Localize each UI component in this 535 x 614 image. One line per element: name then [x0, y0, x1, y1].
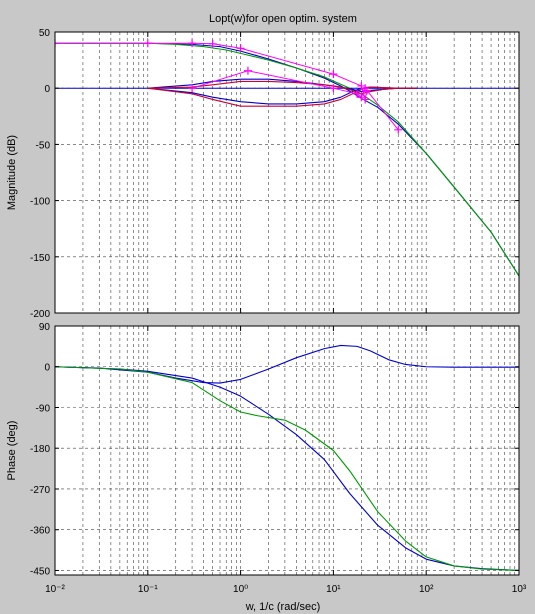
series-green-1 [55, 42, 519, 277]
series-blue-0 [55, 344, 519, 384]
y-tick-label: 90 [39, 322, 51, 333]
y-tick-label: -450 [30, 566, 50, 577]
x-tick-label: 10² [419, 584, 434, 595]
x-tick-label: 10⁻² [45, 584, 65, 595]
plus-marker [353, 89, 362, 98]
plus-marker [236, 44, 245, 53]
y-tick-label: -100 [30, 197, 50, 208]
plus-marker [188, 39, 197, 48]
y-tick-label: 0 [44, 363, 50, 374]
phase-panel: 90 0 -90 -180 -270 -360 -450 10⁻² 10⁻¹ 10⁰ 10¹ 10² 1… [6, 322, 527, 595]
y-tick-label: -200 [30, 309, 50, 320]
magnitude-plot-area [55, 32, 519, 313]
phase-frame [54, 325, 520, 576]
plus-marker [55, 39, 59, 48]
series-blue-1 [55, 366, 519, 572]
series-red-3 [147, 86, 418, 107]
plus-marker [243, 66, 252, 75]
x-tick-label: 10⁻¹ [138, 584, 158, 595]
y-tick-label: -50 [36, 140, 51, 151]
magnitude-panel: 50 0 -50 -100 -150 -200 Magnitude (dB) [6, 28, 520, 320]
x-tick-label: 10¹ [326, 584, 341, 595]
plus-marker [208, 39, 217, 48]
series-magenta-line [55, 42, 399, 131]
plus-marker [357, 93, 366, 102]
magnitude-series-group [55, 39, 519, 277]
series-red-5 [147, 80, 418, 95]
y-tick-label: -180 [30, 444, 50, 455]
y-tick-label: 0 [44, 84, 50, 95]
y-tick-label: 50 [39, 28, 51, 39]
phase-series-group [55, 344, 519, 572]
magnitude-y-axis-label: Magnitude (dB) [6, 135, 18, 210]
magnitude-frame [54, 31, 520, 314]
x-tick-label: 10⁰ [233, 584, 248, 595]
plus-marker [394, 125, 403, 134]
chart-title: Lopt(w)for open optim. system [209, 13, 357, 25]
y-tick-label: -270 [30, 485, 50, 496]
y-tick-label: -360 [30, 526, 50, 537]
phase-plot-area [55, 326, 519, 575]
series-green-2 [55, 366, 519, 572]
y-tick-label: -150 [30, 253, 50, 264]
plus-marker [188, 84, 197, 93]
plus-marker [329, 84, 338, 93]
phase-y-axis-label: Phase (deg) [6, 421, 18, 481]
y-tick-label: -90 [36, 403, 51, 414]
plus-marker [361, 84, 370, 93]
series-magenta-line [191, 70, 366, 98]
x-axis-label: w, 1/c (rad/sec) [245, 601, 321, 613]
plus-marker [329, 70, 338, 79]
plus-marker [143, 39, 152, 48]
x-tick-label: 10³ [512, 584, 527, 595]
